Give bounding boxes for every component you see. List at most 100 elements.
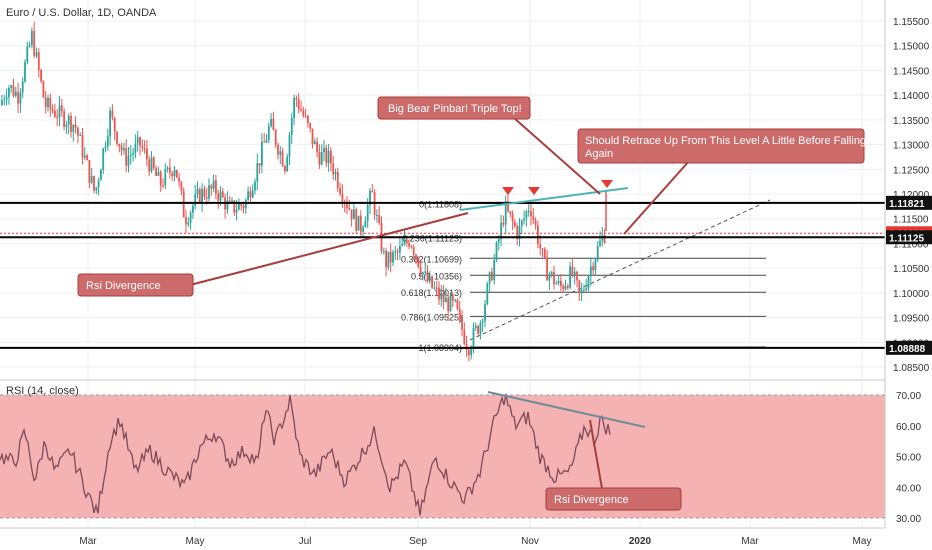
candle-body bbox=[507, 201, 509, 212]
candle-body bbox=[217, 193, 220, 201]
rsi-divergence-rsi-callout[interactable]: Rsi Divergence bbox=[545, 487, 682, 511]
candle-body bbox=[307, 115, 309, 124]
price-badge: 1.08888 bbox=[889, 344, 926, 355]
candle-body bbox=[196, 189, 199, 195]
price-tick-label: 1.10500 bbox=[893, 264, 930, 275]
candle-body bbox=[603, 235, 606, 243]
candle-body bbox=[456, 299, 459, 310]
candle-body bbox=[364, 221, 367, 228]
candle-body bbox=[254, 181, 256, 191]
candle-body bbox=[422, 272, 424, 275]
candle-body bbox=[491, 272, 493, 281]
candle-body bbox=[311, 128, 314, 145]
candle-body bbox=[359, 215, 362, 232]
candle-body bbox=[47, 98, 49, 108]
candle-body bbox=[171, 172, 174, 177]
candle-body bbox=[564, 285, 567, 290]
resistance-trendline[interactable] bbox=[459, 187, 629, 211]
candle-body bbox=[88, 160, 91, 183]
candle-body bbox=[180, 181, 183, 192]
price-badge: 1.11125 bbox=[889, 233, 924, 244]
candle-body bbox=[187, 222, 190, 225]
candle-body bbox=[284, 166, 286, 172]
dashed-support-trendline[interactable] bbox=[469, 199, 771, 341]
candle-body bbox=[532, 216, 535, 220]
candle-body bbox=[334, 172, 337, 175]
candle-body bbox=[249, 191, 252, 198]
candle-body bbox=[426, 271, 429, 282]
candle-body bbox=[387, 251, 390, 268]
candle-body bbox=[339, 188, 341, 195]
candle-body bbox=[10, 85, 13, 88]
candle-body bbox=[192, 205, 194, 213]
candle-body bbox=[86, 155, 88, 161]
candle-body bbox=[139, 137, 141, 146]
rsi-tick-label: 40.00 bbox=[896, 483, 921, 494]
candle-body bbox=[428, 276, 431, 282]
price-pane[interactable] bbox=[0, 0, 885, 380]
candle-body bbox=[247, 191, 249, 201]
candle-body bbox=[169, 167, 171, 173]
candle-body bbox=[134, 143, 137, 154]
pinbar-callout-text: Big Bear Pinbar! Triple Top! bbox=[388, 103, 522, 115]
fib-level-label: 0(1.11808) bbox=[419, 199, 462, 209]
candle-body bbox=[389, 251, 392, 263]
candle-body bbox=[242, 205, 245, 209]
candle-body bbox=[274, 130, 277, 145]
candle-body bbox=[263, 141, 266, 143]
pinbar-callout[interactable]: Big Bear Pinbar! Triple Top! bbox=[377, 96, 531, 120]
candle-body bbox=[281, 151, 284, 167]
pinbar-callout-pointer bbox=[504, 109, 601, 195]
candle-body bbox=[113, 117, 116, 132]
candle-body bbox=[90, 176, 93, 183]
down-arrow-icon bbox=[528, 187, 540, 195]
time-axis[interactable]: Mar May Jul Sep Nov 2020 Mar May bbox=[79, 536, 871, 547]
candle-body bbox=[442, 293, 445, 303]
candle-body bbox=[484, 303, 486, 321]
time-tick-label: 2020 bbox=[629, 536, 652, 547]
candle-body bbox=[100, 170, 102, 181]
candle-body bbox=[587, 276, 590, 288]
candle-body bbox=[54, 111, 56, 117]
candle-body bbox=[330, 150, 332, 164]
fib-level-label: 0.236(1.11123) bbox=[402, 233, 462, 243]
retrace-callout-text: Should Retrace Up From This Level A Litt… bbox=[585, 135, 869, 160]
candle-body bbox=[438, 287, 440, 300]
candle-body bbox=[226, 200, 229, 210]
candle-body bbox=[419, 266, 422, 275]
price-tick-label: 1.14500 bbox=[893, 66, 930, 77]
candle-body bbox=[277, 144, 279, 155]
candle-body bbox=[548, 274, 551, 281]
price-axis-area[interactable] bbox=[885, 0, 932, 550]
candle-body bbox=[353, 209, 355, 220]
retrace-callout[interactable]: Should Retrace Up From This Level A Litt… bbox=[577, 128, 869, 164]
candle-body bbox=[157, 171, 160, 176]
candle-body bbox=[316, 141, 318, 153]
candle-body bbox=[472, 327, 475, 349]
rsi-divergence-trendline[interactable] bbox=[487, 391, 646, 428]
candle-body bbox=[366, 205, 369, 222]
candle-body bbox=[534, 219, 537, 226]
candle-body bbox=[461, 315, 463, 330]
candle-body bbox=[219, 191, 222, 201]
candle-body bbox=[125, 148, 128, 166]
time-tick-label: May bbox=[853, 536, 872, 547]
time-tick-label: May bbox=[186, 536, 205, 547]
candle-body bbox=[412, 247, 415, 255]
candle-body bbox=[362, 227, 364, 232]
candle-body bbox=[93, 176, 95, 191]
candle-body bbox=[244, 200, 247, 209]
candle-body bbox=[127, 155, 130, 166]
candle-body bbox=[215, 180, 217, 194]
candle-body bbox=[341, 194, 344, 202]
horizontal-levels[interactable] bbox=[0, 201, 885, 349]
candle-body bbox=[17, 91, 19, 104]
candle-body bbox=[14, 91, 17, 96]
candle-body bbox=[539, 244, 542, 249]
candle-body bbox=[583, 289, 585, 291]
candle-body bbox=[120, 146, 123, 151]
candle-body bbox=[348, 208, 351, 210]
rsi-divergence-price-callout[interactable]: Rsi Divergence bbox=[77, 273, 194, 297]
rsi-band bbox=[0, 395, 885, 518]
